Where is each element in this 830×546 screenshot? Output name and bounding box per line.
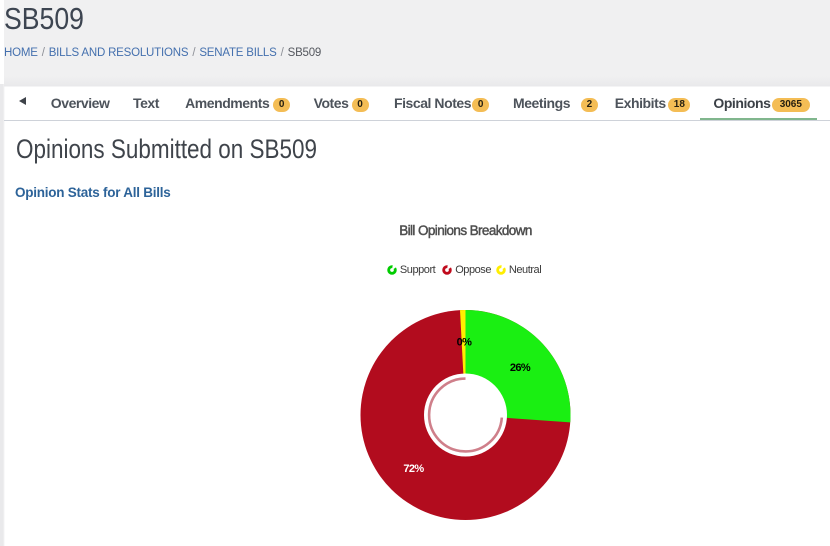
svg-text:72%: 72% — [403, 463, 424, 475]
svg-text:26%: 26% — [510, 362, 531, 374]
svg-text:0%: 0% — [457, 337, 473, 349]
